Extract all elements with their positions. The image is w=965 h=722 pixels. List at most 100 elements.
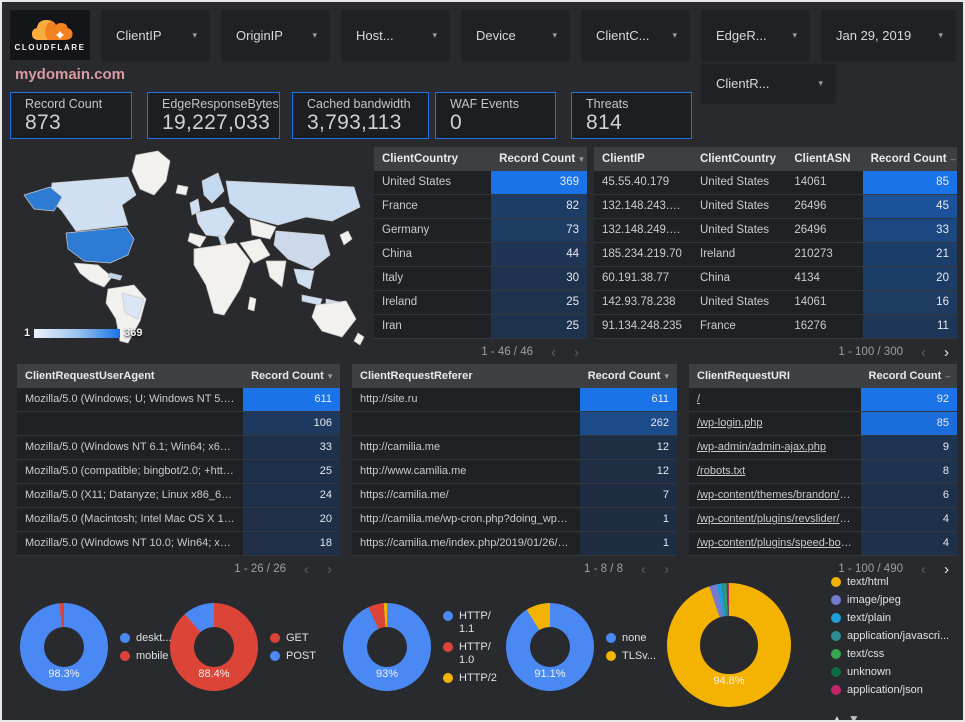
table-cell[interactable]: / bbox=[697, 393, 701, 405]
legend-item[interactable]: text/plain bbox=[831, 612, 949, 625]
donut-chart[interactable]: 93% bbox=[343, 603, 431, 691]
table-cell[interactable]: /wp-content/plugins/revslider/rs-p... bbox=[697, 513, 861, 525]
table-row[interactable]: 185.234.219.70 Ireland 210273 21 bbox=[594, 243, 957, 267]
table-row[interactable]: 106 bbox=[17, 412, 340, 436]
table-row[interactable]: http://www.camilia.me 12 bbox=[352, 460, 677, 484]
table-row[interactable]: http://camilia.me/wp-cron.php?doing_wp_c… bbox=[352, 508, 677, 532]
table-cell[interactable]: /wp-admin/admin-ajax.php bbox=[697, 441, 827, 453]
table-cell: China bbox=[700, 272, 731, 284]
donut-chart[interactable]: 94.8% bbox=[667, 583, 791, 707]
table-row[interactable]: 60.191.38.77 China 4134 20 bbox=[594, 267, 957, 291]
pagination-label: 1 - 26 / 26 bbox=[234, 563, 286, 575]
table-row[interactable]: France 82 bbox=[374, 195, 587, 219]
table-row[interactable]: 132.148.243.238 United States 26496 45 bbox=[594, 195, 957, 219]
table-row[interactable]: /wp-content/themes/brandon/plu... 6 bbox=[689, 484, 957, 508]
country-se-asia bbox=[293, 268, 315, 290]
sort-column-header[interactable]: Record Count – bbox=[870, 153, 956, 165]
table-row[interactable]: Iran 25 bbox=[374, 315, 587, 339]
sort-column-header[interactable]: Record Count – bbox=[868, 370, 951, 382]
country-uk bbox=[189, 198, 201, 216]
table-row[interactable]: China 44 bbox=[374, 243, 587, 267]
table-row[interactable]: Germany 73 bbox=[374, 219, 587, 243]
filter-chip-host[interactable]: Host... ▾ bbox=[342, 10, 449, 60]
table-row[interactable]: / 92 bbox=[689, 388, 957, 412]
filter-chip-clientc[interactable]: ClientC... ▾ bbox=[582, 10, 689, 60]
prev-page-button: ‹ bbox=[921, 343, 926, 361]
table-row[interactable]: /robots.txt 8 bbox=[689, 460, 957, 484]
legend-item[interactable]: HTTP/ 1.0 bbox=[443, 641, 495, 667]
filter-chip-clientr[interactable]: ClientR... ▾ bbox=[702, 64, 835, 102]
table-cell: Mozilla/5.0 (Macintosh; Intel Mac OS X 1… bbox=[25, 513, 244, 525]
record-count-cell: 262 bbox=[579, 412, 677, 435]
table-row[interactable]: Mozilla/5.0 (Windows NT 10.0; Win64; x64… bbox=[17, 532, 340, 556]
country-russia bbox=[225, 180, 361, 226]
table-row[interactable]: 91.134.248.235 France 16276 11 bbox=[594, 315, 957, 339]
table-cell[interactable]: /wp-content/plugins/speed-booste... bbox=[697, 537, 861, 549]
record-count-cell: 611 bbox=[243, 388, 340, 411]
table-row[interactable]: /wp-admin/admin-ajax.php 9 bbox=[689, 436, 957, 460]
record-count-cell: 85 bbox=[860, 412, 957, 435]
record-count-cell: 18 bbox=[243, 532, 340, 555]
legend-item[interactable]: GET bbox=[270, 632, 316, 645]
table-cell[interactable]: /robots.txt bbox=[697, 465, 746, 477]
donut-chart[interactable]: 88.4% bbox=[170, 603, 258, 691]
table-row[interactable]: /wp-content/plugins/speed-booste... 4 bbox=[689, 532, 957, 556]
donut-chart[interactable]: 98.3% bbox=[20, 603, 108, 691]
legend-item[interactable]: unknown bbox=[831, 666, 949, 679]
legend-item[interactable]: text/html bbox=[831, 576, 949, 589]
next-page-button[interactable]: › bbox=[944, 560, 949, 578]
record-count-cell: 85 bbox=[862, 171, 957, 194]
sort-column-header[interactable]: Record Count ▾ bbox=[499, 153, 584, 165]
table-row[interactable]: 45.55.40.179 United States 14061 85 bbox=[594, 171, 957, 195]
filter-chip-clientip[interactable]: ClientIP ▾ bbox=[102, 10, 209, 60]
legend-item[interactable]: none bbox=[606, 632, 656, 645]
world-map[interactable] bbox=[10, 147, 372, 347]
next-page-button[interactable]: › bbox=[944, 343, 949, 361]
legend-item[interactable]: HTTP/2 bbox=[443, 672, 497, 685]
table-row[interactable]: 132.148.249.210 United States 26496 33 bbox=[594, 219, 957, 243]
date-range-filter[interactable]: Jan 29, 2019 ▾ bbox=[822, 10, 955, 60]
filter-chip-device[interactable]: Device ▾ bbox=[462, 10, 569, 60]
table-row[interactable]: http://camilia.me 12 bbox=[352, 436, 677, 460]
legend-item[interactable]: image/jpeg bbox=[831, 594, 949, 607]
legend-item[interactable]: application/json bbox=[831, 684, 949, 697]
chevron-down-icon: ▾ bbox=[552, 29, 557, 40]
sort-column-header[interactable]: Record Count ▾ bbox=[251, 370, 333, 382]
table-row[interactable]: 262 bbox=[352, 412, 677, 436]
legend-item[interactable]: application/javascri... bbox=[831, 630, 949, 643]
table-cell[interactable]: /wp-login.php bbox=[697, 417, 763, 429]
table-row[interactable]: United States 369 bbox=[374, 171, 587, 195]
table-row[interactable]: 142.93.78.238 United States 14061 16 bbox=[594, 291, 957, 315]
filter-chip-originip[interactable]: OriginIP ▾ bbox=[222, 10, 329, 60]
legend-item[interactable]: HTTP/ 1.1 bbox=[443, 610, 495, 636]
table-row[interactable]: https://camilia.me/index.php/2019/01/26/… bbox=[352, 532, 677, 556]
table-row[interactable]: /wp-content/plugins/revslider/rs-p... 4 bbox=[689, 508, 957, 532]
table-row[interactable]: https://camilia.me/7 bbox=[352, 484, 677, 508]
legend-scroll-down-icon[interactable]: ▼ bbox=[847, 712, 860, 722]
table-row[interactable]: Mozilla/5.0 (X11; Datanyze; Linux x86_64… bbox=[17, 484, 340, 508]
legend-item[interactable]: deskt... bbox=[120, 632, 171, 645]
donut-percent-label: 91.1% bbox=[534, 668, 566, 681]
table-request-uri: ClientRequestURI Record Count – / 92/wp-logi… bbox=[689, 364, 957, 580]
legend-item[interactable]: POST bbox=[270, 650, 316, 663]
legend-item[interactable]: mobile bbox=[120, 650, 171, 663]
legend-scroll-up-icon[interactable]: ▲ bbox=[831, 712, 843, 722]
table-row[interactable]: Mozilla/5.0 (compatible; bingbot/2.0; +h… bbox=[17, 460, 340, 484]
donut-chart[interactable]: 91.1% bbox=[506, 603, 594, 691]
sort-column-header[interactable]: Record Count ▾ bbox=[587, 370, 669, 382]
record-count-cell: 73 bbox=[491, 219, 587, 242]
table-row[interactable]: Mozilla/5.0 (Windows; U; Windows NT 5.1;… bbox=[17, 388, 340, 412]
legend-item[interactable]: TLSv... bbox=[606, 650, 656, 663]
table-row[interactable]: Mozilla/5.0 (Macintosh; Intel Mac OS X 1… bbox=[17, 508, 340, 532]
country-africa bbox=[193, 242, 251, 316]
legend-item[interactable]: text/css bbox=[831, 648, 949, 661]
table-cell: Mozilla/5.0 (Windows NT 6.1; Win64; x64;… bbox=[25, 441, 244, 453]
filter-chip-edger[interactable]: EdgeR... ▾ bbox=[702, 10, 809, 60]
table-cell[interactable]: /wp-content/themes/brandon/plu... bbox=[697, 489, 861, 501]
legend-label: none bbox=[622, 631, 647, 644]
table-row[interactable]: /wp-login.php 85 bbox=[689, 412, 957, 436]
table-row[interactable]: http://site.ru 611 bbox=[352, 388, 677, 412]
table-row[interactable]: Ireland 25 bbox=[374, 291, 587, 315]
table-row[interactable]: Mozilla/5.0 (Windows NT 6.1; Win64; x64;… bbox=[17, 436, 340, 460]
table-row[interactable]: Italy 30 bbox=[374, 267, 587, 291]
